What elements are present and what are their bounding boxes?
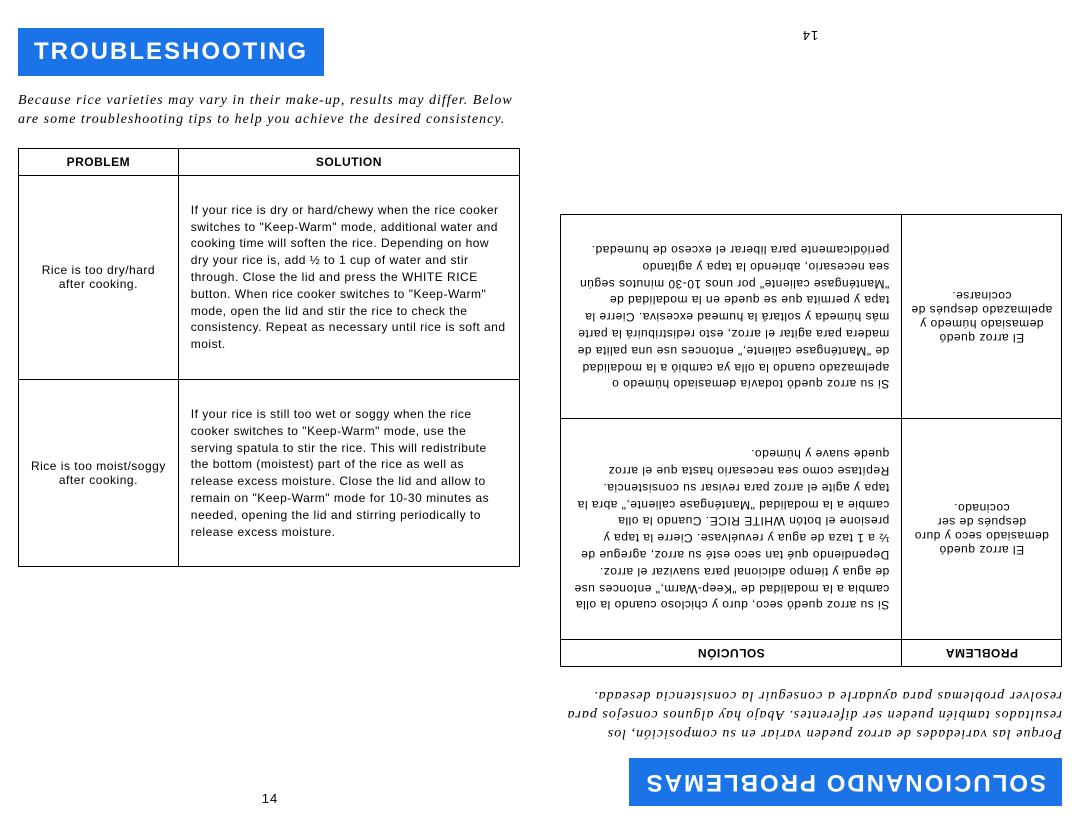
intro-english: Because rice varieties may vary in their… bbox=[18, 92, 522, 130]
troubleshooting-table-english: PROBLEM SOLUTION Rice is too dry/hard af… bbox=[18, 148, 520, 568]
cell-problem: Rice is too moist/soggy after cooking. bbox=[19, 379, 179, 566]
cell-problem: El arroz quedó demasiado seco y duro des… bbox=[902, 419, 1062, 640]
table-row: El arroz quedó demasiado seco y duro des… bbox=[561, 419, 1062, 640]
table-header-row: PROBLEM SOLUTION bbox=[19, 148, 520, 175]
table-row: El arroz quedó demasiado húmedo y apelma… bbox=[561, 215, 1062, 419]
header-problem: PROBLEMA bbox=[902, 640, 1062, 667]
page-spanish: SOLUCIONANDO PROBLEMAS Porque las varied… bbox=[540, 0, 1080, 834]
table-row: Rice is too dry/hard after cooking. If y… bbox=[19, 175, 520, 379]
header-solution: SOLUCIÓN bbox=[561, 640, 902, 667]
intro-spanish: Porque las variedades de arroz pueden va… bbox=[558, 685, 1062, 742]
page-english: TROUBLESHOOTING Because rice varieties m… bbox=[0, 0, 540, 834]
cell-problem: El arroz quedó demasiado húmedo y apelma… bbox=[902, 215, 1062, 419]
header-solution: SOLUTION bbox=[178, 148, 519, 175]
troubleshooting-table-spanish: PROBLEMA SOLUCIÓN El arroz quedó demasia… bbox=[560, 214, 1062, 667]
page-number-english: 14 bbox=[18, 791, 522, 806]
cell-solution: If your rice is dry or hard/chewy when t… bbox=[178, 175, 519, 379]
cell-problem: Rice is too dry/hard after cooking. bbox=[19, 175, 179, 379]
table-row: Rice is too moist/soggy after cooking. I… bbox=[19, 379, 520, 566]
header-problem: PROBLEM bbox=[19, 148, 179, 175]
cell-solution: Si su arroz quedó todavía demasiado húme… bbox=[561, 215, 902, 419]
title-spanish: SOLUCIONANDO PROBLEMAS bbox=[629, 758, 1062, 806]
cell-solution: Si su arroz quedó seco, duro y chicloso … bbox=[561, 419, 902, 640]
page-number-spanish: 14 bbox=[558, 28, 1062, 43]
table-header-row: PROBLEMA SOLUCIÓN bbox=[561, 640, 1062, 667]
title-english: TROUBLESHOOTING bbox=[18, 28, 324, 76]
cell-solution: If your rice is still too wet or soggy w… bbox=[178, 379, 519, 566]
